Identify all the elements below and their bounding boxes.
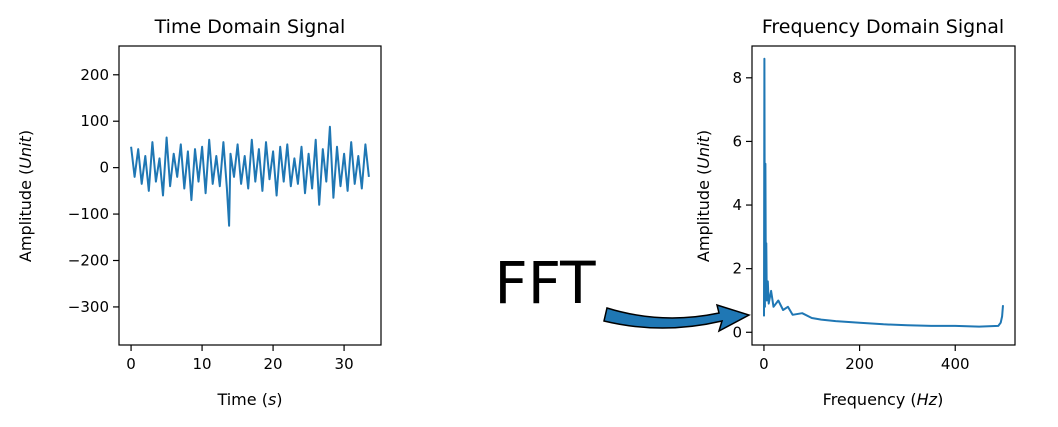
time-domain-y-ticks: 200 100 0 −100 −200 −300 bbox=[68, 66, 119, 316]
frequency-domain-y-tick-label: 4 bbox=[732, 196, 742, 214]
time-domain-y-tick-label: 0 bbox=[99, 159, 109, 177]
frequency-domain-series-line bbox=[763, 57, 1004, 328]
time-domain-chart: Time Domain Signal 0 10 20 30 200 100 0 −100 −2… bbox=[16, 16, 382, 409]
frequency-domain-chart: Frequency Domain Signal 0 200 400 0 2 4 6 8 Fr… bbox=[694, 16, 1016, 409]
frequency-domain-title: Frequency Domain Signal bbox=[762, 16, 1004, 38]
time-domain-x-tick-label: 0 bbox=[126, 355, 136, 373]
fft-label: FFT bbox=[494, 249, 596, 317]
frequency-domain-x-tick-label: 0 bbox=[759, 355, 769, 373]
time-domain-y-tick-label: 200 bbox=[80, 66, 109, 84]
time-domain-y-tick-label: −200 bbox=[68, 252, 109, 270]
time-domain-y-tick-label: −100 bbox=[68, 205, 109, 223]
time-domain-y-tick-label: −300 bbox=[68, 298, 109, 316]
frequency-domain-x-ticks: 0 200 400 bbox=[759, 345, 970, 373]
frequency-domain-y-ticks: 0 2 4 6 8 bbox=[732, 69, 752, 341]
frequency-domain-y-axis-label: Amplitude (Unit) bbox=[694, 130, 713, 262]
frequency-domain-x-axis-label: Frequency (Hz) bbox=[823, 390, 944, 409]
frequency-domain-x-tick-label: 400 bbox=[941, 355, 970, 373]
time-domain-axes-frame bbox=[118, 45, 382, 346]
fft-arrow bbox=[603, 303, 751, 333]
frequency-domain-y-tick-label: 6 bbox=[732, 132, 742, 150]
time-domain-y-axis-label: Amplitude (Unit) bbox=[16, 130, 35, 262]
time-domain-x-ticks: 0 10 20 30 bbox=[126, 345, 354, 373]
frequency-domain-plot-area bbox=[763, 57, 1004, 328]
frequency-domain-y-tick-label: 2 bbox=[732, 260, 742, 278]
time-domain-y-tick-label: 100 bbox=[80, 112, 109, 130]
time-domain-plot-area bbox=[130, 125, 370, 227]
frequency-domain-x-tick-label: 200 bbox=[845, 355, 874, 373]
frequency-domain-y-tick-label: 0 bbox=[732, 323, 742, 341]
frequency-domain-axes-frame bbox=[751, 45, 1016, 346]
time-domain-x-tick-label: 30 bbox=[335, 355, 354, 373]
fft-annotation: FFT bbox=[494, 249, 751, 333]
time-domain-x-tick-label: 10 bbox=[193, 355, 212, 373]
time-domain-x-axis-label: Time (s) bbox=[216, 390, 282, 409]
time-domain-series-line bbox=[130, 125, 370, 227]
frequency-domain-y-tick-label: 8 bbox=[732, 69, 742, 87]
time-domain-title: Time Domain Signal bbox=[154, 16, 346, 38]
time-domain-x-tick-label: 20 bbox=[264, 355, 283, 373]
